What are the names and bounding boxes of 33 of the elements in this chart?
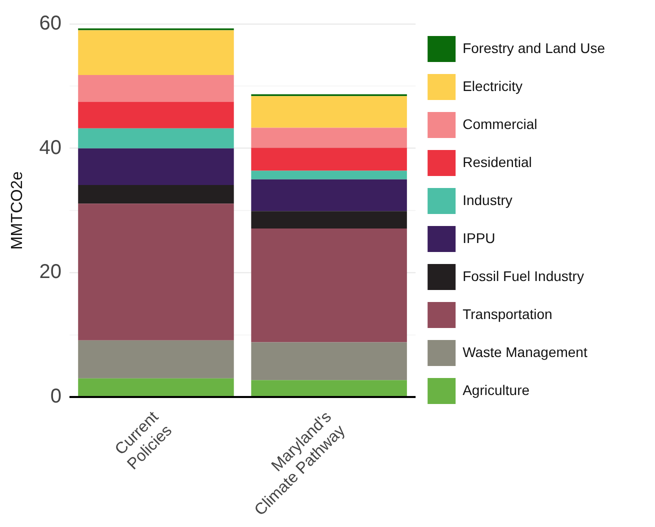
y-tick-label: 40	[39, 136, 62, 159]
y-tick-label: 20	[39, 261, 62, 284]
bar	[78, 184, 234, 204]
y-axis-title: MMTCO2e	[9, 171, 26, 250]
bar	[78, 74, 234, 102]
bar	[78, 204, 234, 340]
bar	[251, 342, 407, 380]
bar	[251, 96, 407, 128]
bar	[251, 148, 407, 171]
bar	[251, 211, 407, 229]
bar	[251, 228, 407, 342]
bar	[251, 179, 407, 212]
legend-label: IPPU	[462, 230, 496, 246]
legend-label: Residential	[462, 154, 532, 170]
bar	[251, 128, 407, 148]
bar	[251, 170, 407, 180]
legend-label: Transportation	[462, 306, 552, 322]
legend-label: Fossil Fuel Industry	[462, 268, 584, 284]
bar	[78, 128, 234, 148]
y-tick-label: 0	[50, 385, 62, 408]
legend-label: Waste Management	[462, 344, 588, 360]
legend-label: Commercial	[462, 116, 538, 132]
bar	[78, 340, 234, 378]
bar	[251, 380, 407, 396]
legend-label: Forestry and Land Use	[462, 40, 606, 56]
bar	[78, 148, 234, 185]
legend-label: Agriculture	[462, 382, 530, 398]
legend-label: Electricity	[462, 78, 522, 94]
bar	[78, 378, 234, 396]
y-tick-label: 60	[39, 12, 62, 35]
legend-label: Industry	[462, 192, 512, 208]
bar	[78, 102, 234, 128]
bar	[78, 30, 234, 75]
